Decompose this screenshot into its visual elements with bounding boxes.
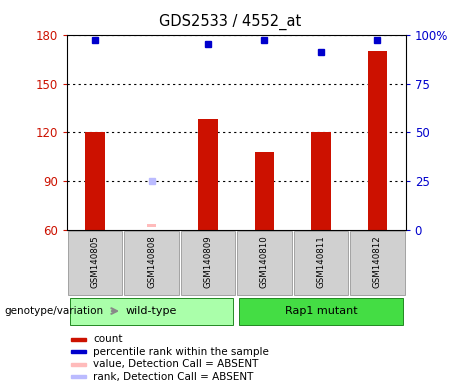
Bar	[71, 362, 86, 366]
Bar	[254, 152, 274, 230]
Bar	[71, 350, 86, 353]
Bar	[68, 231, 122, 295]
Bar	[70, 298, 233, 324]
Text: GSM140812: GSM140812	[373, 236, 382, 288]
Text: Rap1 mutant: Rap1 mutant	[284, 306, 357, 316]
Text: wild-type: wild-type	[126, 306, 177, 316]
Text: GSM140809: GSM140809	[203, 236, 213, 288]
Bar	[237, 231, 292, 295]
Text: GSM140805: GSM140805	[90, 236, 100, 288]
Bar	[311, 132, 331, 230]
Bar	[124, 231, 179, 295]
Text: GSM140811: GSM140811	[316, 236, 325, 288]
Bar	[198, 119, 218, 230]
Text: rank, Detection Call = ABSENT: rank, Detection Call = ABSENT	[94, 372, 254, 382]
Text: genotype/variation: genotype/variation	[5, 306, 104, 316]
Text: GDS2533 / 4552_at: GDS2533 / 4552_at	[160, 13, 301, 30]
Bar	[147, 224, 156, 227]
Bar	[294, 231, 348, 295]
Bar	[239, 298, 403, 324]
Bar	[367, 51, 387, 230]
Bar	[71, 375, 86, 378]
Bar	[350, 231, 405, 295]
Text: percentile rank within the sample: percentile rank within the sample	[94, 347, 269, 357]
Bar	[85, 132, 105, 230]
Text: count: count	[94, 334, 123, 344]
Bar	[181, 231, 235, 295]
Bar	[71, 338, 86, 341]
Text: GSM140808: GSM140808	[147, 236, 156, 288]
Text: GSM140810: GSM140810	[260, 236, 269, 288]
Text: value, Detection Call = ABSENT: value, Detection Call = ABSENT	[94, 359, 259, 369]
